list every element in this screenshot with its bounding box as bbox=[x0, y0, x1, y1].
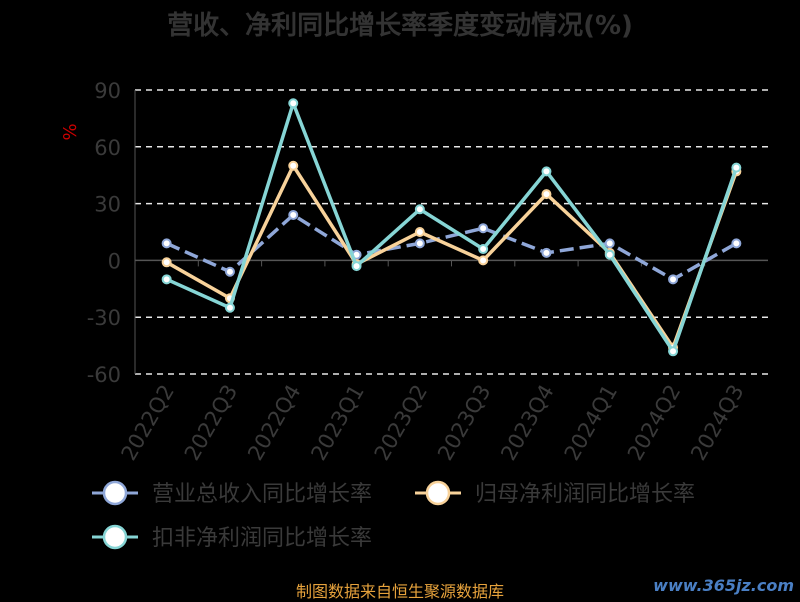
data-point bbox=[414, 204, 425, 215]
data-point bbox=[288, 209, 299, 220]
data-point bbox=[668, 274, 679, 285]
y-tick-label: 60 bbox=[94, 136, 121, 160]
data-point bbox=[478, 223, 489, 234]
legend-item-1: 营业总收入同比增长率 bbox=[92, 480, 372, 507]
data-point bbox=[541, 166, 552, 177]
x-tick-label: 2024Q1 bbox=[560, 381, 622, 465]
x-tick-label: 2023Q1 bbox=[306, 381, 368, 465]
series-1 bbox=[161, 209, 742, 285]
y-tick-label: -30 bbox=[87, 306, 121, 330]
series-line bbox=[165, 213, 738, 282]
data-point bbox=[604, 238, 615, 249]
legend-marker bbox=[102, 480, 128, 506]
x-tick-label: 2023Q2 bbox=[370, 381, 432, 465]
data-point bbox=[731, 162, 742, 173]
data-point bbox=[161, 238, 172, 249]
gridlines bbox=[134, 89, 768, 375]
x-tick-label: 2023Q3 bbox=[433, 381, 495, 465]
data-point bbox=[731, 238, 742, 249]
series-3 bbox=[161, 98, 742, 357]
y-tick-label: -60 bbox=[87, 363, 121, 387]
data-point bbox=[478, 255, 489, 266]
x-tick-label: 2023Q4 bbox=[496, 381, 558, 465]
x-tick-labels: 2022Q2 2022Q3 2022Q4 2023Q1 2023Q2 2023Q3 2023… bbox=[117, 260, 749, 465]
data-point bbox=[478, 244, 489, 255]
data-point bbox=[668, 346, 679, 357]
data-point bbox=[288, 98, 299, 109]
series-lines bbox=[161, 98, 742, 357]
data-point bbox=[604, 249, 615, 260]
legend-label: 扣非净利润同比增长率 bbox=[152, 526, 372, 551]
data-point bbox=[414, 238, 425, 249]
watermark: www.365jz.com bbox=[653, 576, 794, 595]
data-point bbox=[351, 261, 362, 272]
y-tick-label: 30 bbox=[94, 193, 121, 217]
legend-marker bbox=[102, 524, 128, 550]
data-point bbox=[541, 189, 552, 200]
chart-title: 营收、净利同比增长率季度变动情况(%) bbox=[167, 10, 633, 41]
y-tick-labels: -60 -30 0 30 60 90 bbox=[87, 79, 121, 387]
data-point bbox=[224, 302, 235, 313]
legend-item-2: 归母净利润同比增长率 bbox=[415, 480, 695, 507]
data-source-note: 制图数据来自恒生聚源数据库 bbox=[295, 582, 504, 601]
legend-label: 营业总收入同比增长率 bbox=[152, 482, 372, 507]
y-tick-label: 90 bbox=[94, 79, 121, 103]
x-tick-label: 2024Q2 bbox=[623, 381, 685, 465]
y-axis-label: % bbox=[60, 123, 81, 140]
legend-item-3: 扣非净利润同比增长率 bbox=[92, 524, 372, 551]
x-tick-label: 2024Q3 bbox=[686, 381, 748, 465]
x-tick-label: 2022Q3 bbox=[180, 381, 242, 465]
data-point bbox=[414, 227, 425, 237]
series-line bbox=[165, 101, 739, 354]
x-tick-label: 2022Q4 bbox=[243, 381, 305, 465]
data-point bbox=[161, 274, 172, 285]
legend-marker bbox=[425, 480, 451, 506]
data-point bbox=[224, 266, 235, 277]
y-tick-label: 0 bbox=[108, 249, 121, 273]
data-point bbox=[541, 247, 552, 258]
legend-label: 归母净利润同比增长率 bbox=[475, 482, 695, 507]
data-point bbox=[161, 257, 172, 268]
data-point bbox=[288, 160, 299, 171]
x-tick-label: 2022Q2 bbox=[117, 381, 179, 465]
